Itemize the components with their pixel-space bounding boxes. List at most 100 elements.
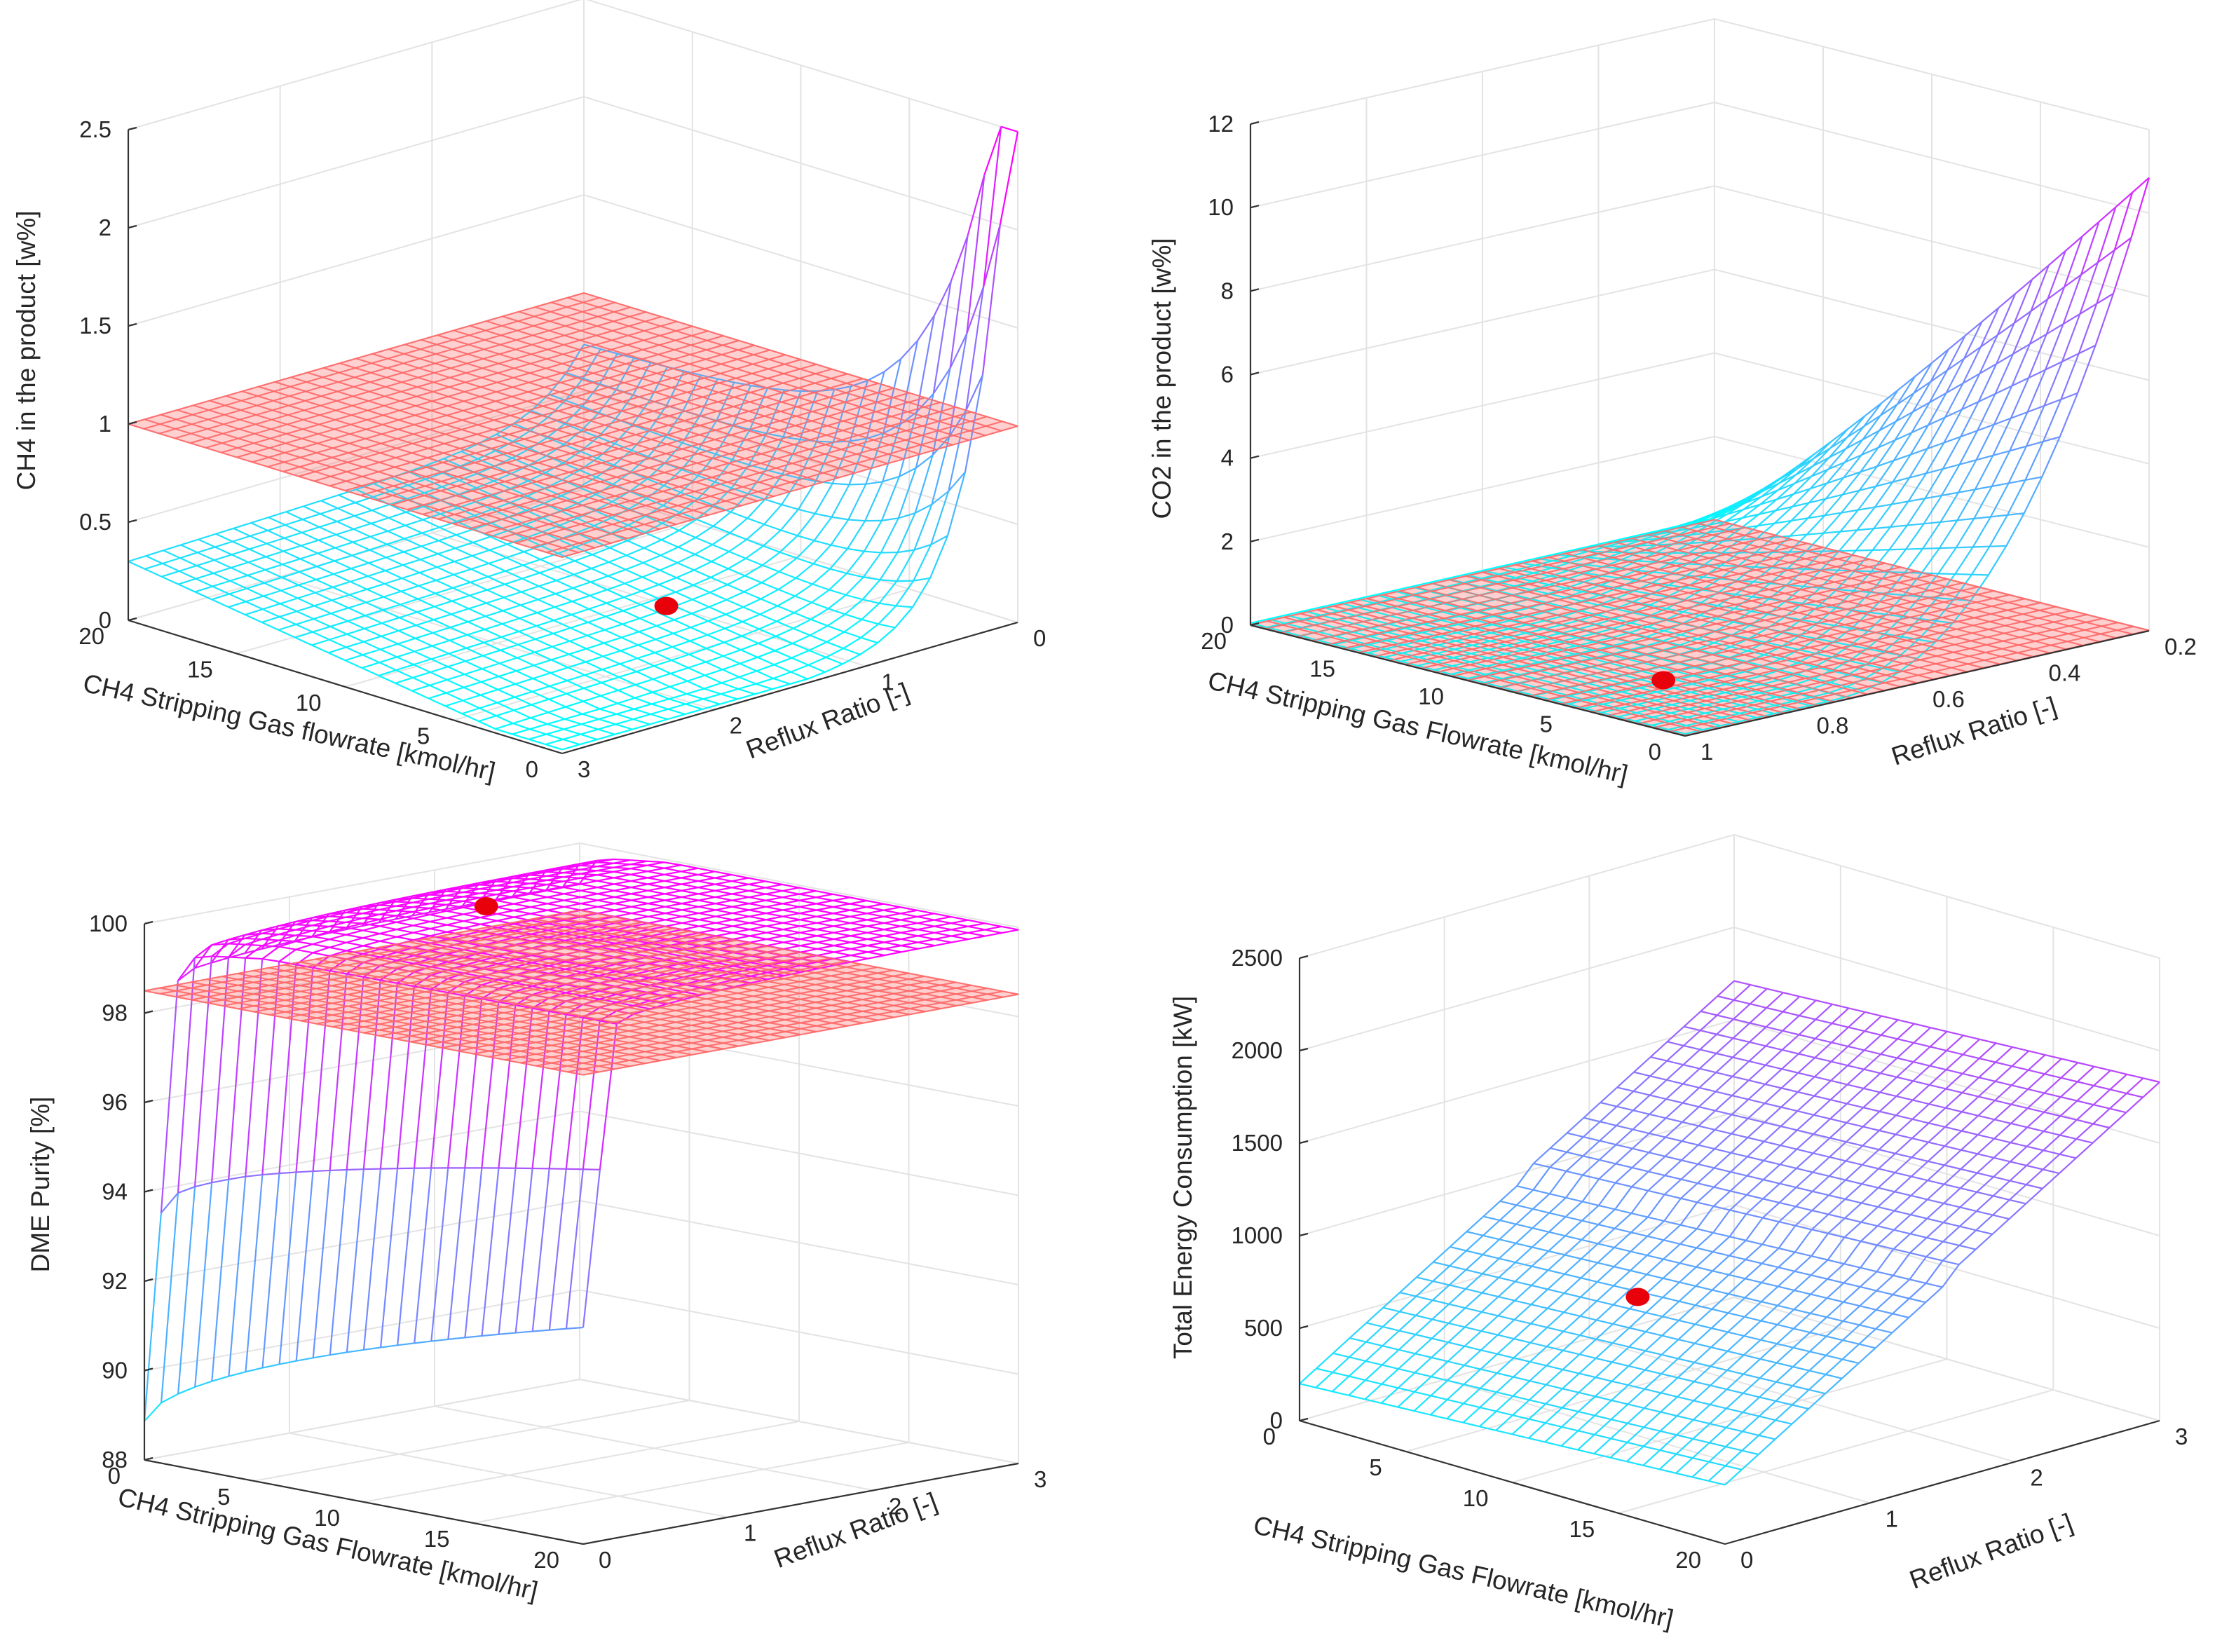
surface-mesh-segment bbox=[1759, 510, 1776, 515]
surface-mesh-segment bbox=[539, 566, 558, 574]
reflux-tick-label: 0.6 bbox=[1932, 686, 1965, 712]
surface-mesh-segment bbox=[446, 678, 464, 688]
surface-mesh-segment bbox=[1710, 671, 1728, 677]
surface-mesh-segment bbox=[796, 513, 816, 536]
surface-mesh-segment bbox=[452, 581, 471, 589]
surface-mesh-segment bbox=[404, 519, 423, 526]
surface-mesh-segment bbox=[794, 595, 812, 603]
surface-mesh-segment bbox=[605, 610, 624, 617]
surface-mesh-segment bbox=[533, 672, 551, 680]
surface-mesh-segment bbox=[721, 682, 739, 690]
surface-mesh-segment bbox=[662, 491, 681, 507]
surface-mesh-segment bbox=[608, 554, 627, 563]
surface-mesh-segment bbox=[473, 522, 492, 530]
surface-mesh-segment bbox=[332, 594, 350, 601]
z-axis-title: DME Purity [%] bbox=[26, 1097, 55, 1273]
surface-mesh-segment bbox=[1593, 641, 1611, 647]
z-tick-label: 98 bbox=[102, 1000, 128, 1026]
surface-mesh-segment bbox=[435, 587, 454, 594]
surface-mesh-segment bbox=[1962, 373, 1980, 384]
surface-mesh-segment bbox=[1533, 572, 1551, 577]
surface-mesh-segment bbox=[144, 568, 163, 578]
surface-mesh-segment bbox=[521, 591, 538, 601]
surface-mesh-segment bbox=[831, 484, 850, 518]
surface-mesh-segment bbox=[313, 618, 331, 627]
surface-mesh-segment bbox=[250, 535, 268, 545]
surface-mesh-segment bbox=[606, 582, 625, 591]
surface-mesh-segment bbox=[2010, 411, 2029, 419]
surface-mesh-segment bbox=[776, 612, 795, 622]
surface-mesh-segment bbox=[281, 571, 300, 578]
surface-mesh-segment bbox=[312, 631, 330, 641]
surface-mesh-segment bbox=[484, 623, 503, 631]
surface-mesh-segment bbox=[704, 688, 721, 695]
surface-mesh-segment bbox=[702, 703, 721, 710]
surface-mesh-segment bbox=[796, 540, 815, 559]
surface-mesh-segment bbox=[382, 603, 401, 611]
surface-mesh-segment bbox=[285, 524, 303, 533]
surface-mesh-segment bbox=[634, 357, 651, 364]
surface-mesh-segment bbox=[546, 728, 564, 735]
surface-mesh-segment bbox=[514, 690, 533, 698]
surface-mesh-segment bbox=[363, 1168, 381, 1170]
surface-mesh-segment bbox=[472, 535, 491, 544]
surface-mesh-segment bbox=[162, 563, 180, 572]
surface-mesh-segment bbox=[1860, 465, 1878, 473]
surface-mesh-segment bbox=[198, 533, 217, 540]
surface-mesh-segment bbox=[654, 652, 672, 661]
surface-mesh-segment bbox=[1923, 521, 1941, 525]
surface-mesh-segment bbox=[587, 621, 606, 631]
surface-mesh-segment bbox=[282, 558, 301, 566]
surface-mesh-segment bbox=[861, 579, 881, 601]
surface-mesh-segment bbox=[648, 404, 667, 432]
z-tick-mark bbox=[128, 126, 137, 131]
surface-mesh-segment bbox=[616, 708, 634, 715]
surface-mesh-segment bbox=[755, 683, 773, 690]
surface-mesh-segment bbox=[371, 517, 389, 524]
surface-mesh-segment bbox=[397, 643, 415, 653]
surface-mesh-segment bbox=[1937, 597, 1954, 601]
surface-mesh-segment bbox=[913, 544, 932, 582]
surface-mesh-segment bbox=[742, 598, 761, 608]
surface-mesh-segment bbox=[2064, 274, 2082, 288]
surface-mesh-segment bbox=[665, 436, 683, 444]
surface-mesh-segment bbox=[624, 576, 643, 585]
surface-mesh-segment bbox=[303, 505, 321, 515]
surface-mesh-segment bbox=[562, 733, 581, 740]
surface-mesh-segment bbox=[808, 641, 827, 652]
surface-mesh-segment bbox=[367, 570, 386, 578]
surface-mesh-segment bbox=[330, 607, 349, 615]
surface-mesh-segment bbox=[313, 1169, 330, 1173]
surface-mesh-segment bbox=[364, 627, 382, 637]
surface-mesh-segment bbox=[161, 570, 179, 578]
surface-mesh-segment bbox=[712, 511, 732, 527]
flow-tick-label: 10 bbox=[1418, 683, 1444, 709]
surface-mesh-segment bbox=[1444, 594, 1461, 601]
optimum-point-marker bbox=[654, 596, 679, 615]
surface-mesh-segment bbox=[1793, 700, 1811, 706]
surface-mesh-segment bbox=[428, 692, 446, 699]
reflux-tick-label: 0 bbox=[1033, 625, 1046, 651]
threshold-plane-overlay-gridline bbox=[193, 404, 628, 540]
surface-mesh-segment bbox=[367, 582, 385, 590]
surface-mesh-segment bbox=[315, 578, 334, 588]
surface-mesh-segment bbox=[810, 624, 829, 636]
surface-mesh-segment bbox=[470, 575, 489, 583]
surface-mesh-segment bbox=[609, 540, 628, 549]
surface-mesh-segment bbox=[302, 513, 321, 521]
surface-mesh-segment bbox=[661, 539, 679, 548]
surface-mesh-segment bbox=[162, 557, 181, 565]
surface-mesh-segment bbox=[878, 605, 897, 625]
threshold-plane-overlay-gridline bbox=[267, 335, 724, 468]
surface-mesh-segment bbox=[433, 613, 452, 621]
surface-mesh-segment bbox=[1534, 564, 1552, 569]
surface-mesh-segment bbox=[407, 478, 426, 486]
surface-mesh-segment bbox=[659, 561, 678, 571]
surface-mesh-segment bbox=[245, 608, 263, 616]
surface-mesh-segment bbox=[1844, 454, 1862, 463]
surface-mesh-segment bbox=[693, 584, 711, 594]
surface-mesh-segment bbox=[1944, 409, 1963, 418]
surface-mesh-segment bbox=[443, 451, 462, 460]
surface-mesh-segment bbox=[1925, 467, 1944, 475]
